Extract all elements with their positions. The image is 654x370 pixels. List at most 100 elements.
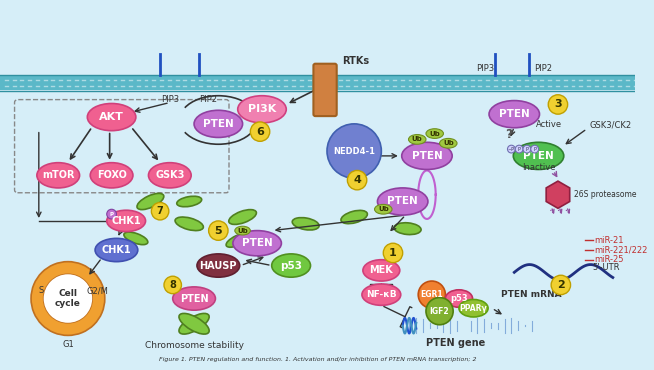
Text: 5: 5	[215, 226, 222, 236]
Text: P: P	[110, 212, 114, 216]
Ellipse shape	[137, 194, 164, 209]
Ellipse shape	[445, 290, 473, 307]
Text: 2: 2	[557, 280, 565, 290]
Ellipse shape	[292, 218, 319, 230]
Circle shape	[209, 221, 228, 240]
Text: PIP3: PIP3	[476, 64, 494, 73]
Text: EGR1: EGR1	[421, 290, 443, 299]
Text: Ub: Ub	[378, 206, 388, 212]
Ellipse shape	[459, 299, 488, 317]
Text: Ub: Ub	[237, 228, 248, 233]
Text: miR-21: miR-21	[594, 236, 623, 245]
Text: GSK3/CK2: GSK3/CK2	[590, 120, 632, 130]
Text: 4: 4	[353, 175, 361, 185]
Ellipse shape	[409, 135, 426, 144]
Text: PTEN: PTEN	[523, 151, 554, 161]
Ellipse shape	[229, 210, 256, 225]
Text: ?: ?	[505, 128, 512, 141]
Text: 1: 1	[389, 248, 397, 258]
Text: HAUSP: HAUSP	[199, 260, 237, 270]
Wedge shape	[31, 262, 105, 335]
Ellipse shape	[107, 210, 146, 232]
Ellipse shape	[173, 287, 215, 310]
Circle shape	[515, 145, 523, 153]
Text: PTEN: PTEN	[180, 293, 209, 303]
Text: miR-25: miR-25	[594, 255, 623, 264]
Ellipse shape	[439, 138, 457, 148]
Text: PTEN gene: PTEN gene	[426, 338, 486, 348]
Circle shape	[327, 124, 381, 178]
Ellipse shape	[194, 110, 243, 137]
Text: PTEN: PTEN	[499, 109, 530, 119]
Circle shape	[250, 122, 269, 141]
Ellipse shape	[235, 226, 250, 235]
Ellipse shape	[363, 260, 400, 281]
Text: AKT: AKT	[99, 112, 124, 122]
Text: P: P	[525, 147, 528, 152]
Text: NEDD4-1: NEDD4-1	[333, 147, 375, 155]
Circle shape	[548, 95, 568, 114]
Circle shape	[164, 276, 181, 294]
Text: PTEN: PTEN	[203, 119, 233, 129]
Text: Active: Active	[536, 120, 562, 130]
Circle shape	[151, 202, 169, 220]
Ellipse shape	[375, 204, 392, 214]
Ellipse shape	[341, 211, 368, 223]
Text: PPARγ: PPARγ	[460, 304, 487, 313]
Text: PIP2: PIP2	[534, 64, 553, 73]
Circle shape	[508, 145, 515, 153]
Text: 7: 7	[157, 206, 164, 216]
Circle shape	[107, 209, 116, 219]
Text: RTKs: RTKs	[343, 56, 370, 66]
Text: IGF2: IGF2	[430, 307, 449, 316]
Text: GSK3: GSK3	[155, 170, 184, 180]
Text: p53: p53	[450, 294, 468, 303]
Text: PIP3: PIP3	[161, 95, 179, 104]
Text: Cell
cycle: Cell cycle	[55, 289, 81, 308]
Ellipse shape	[226, 233, 249, 247]
Ellipse shape	[148, 163, 191, 188]
Text: Ub: Ub	[429, 131, 440, 137]
Ellipse shape	[238, 96, 286, 123]
Text: PI3K: PI3K	[248, 104, 276, 114]
Text: 5'-UTR: 5'-UTR	[592, 263, 619, 272]
Ellipse shape	[37, 163, 80, 188]
Text: PTEN: PTEN	[242, 238, 273, 248]
Text: ~P: ~P	[508, 147, 515, 152]
Text: Chromosome stability: Chromosome stability	[145, 341, 243, 350]
Circle shape	[418, 281, 445, 308]
Text: CHK1: CHK1	[111, 216, 141, 226]
Text: P: P	[533, 147, 536, 152]
Text: Inactive: Inactive	[522, 163, 555, 172]
Ellipse shape	[377, 188, 428, 215]
Ellipse shape	[124, 232, 148, 245]
Text: 26S proteasome: 26S proteasome	[574, 190, 637, 199]
Ellipse shape	[90, 163, 133, 188]
Circle shape	[426, 297, 453, 325]
Text: P: P	[518, 147, 521, 152]
Ellipse shape	[362, 284, 401, 305]
Circle shape	[551, 275, 570, 295]
Text: S: S	[38, 286, 43, 295]
Ellipse shape	[489, 101, 540, 128]
Ellipse shape	[513, 142, 564, 169]
Circle shape	[523, 145, 531, 153]
Ellipse shape	[179, 313, 209, 334]
Text: G2/M: G2/M	[86, 286, 108, 295]
Text: NF-κB: NF-κB	[366, 290, 397, 299]
Ellipse shape	[233, 231, 281, 256]
Text: mTOR: mTOR	[42, 170, 75, 180]
Text: CHK1: CHK1	[101, 245, 131, 255]
Ellipse shape	[88, 104, 136, 131]
Ellipse shape	[177, 196, 201, 207]
Text: Figure 1. PTEN regulation and function. 1. Activation and/or inhibition of PTEN : Figure 1. PTEN regulation and function. …	[158, 357, 476, 362]
Text: MEK: MEK	[370, 265, 393, 275]
Text: Ub: Ub	[412, 137, 422, 142]
Text: miR-221/222: miR-221/222	[594, 246, 647, 255]
Text: 3: 3	[554, 100, 562, 110]
Text: FOXO: FOXO	[97, 170, 126, 180]
Ellipse shape	[271, 254, 311, 277]
Ellipse shape	[426, 129, 443, 138]
Ellipse shape	[394, 223, 421, 235]
Circle shape	[347, 171, 367, 190]
